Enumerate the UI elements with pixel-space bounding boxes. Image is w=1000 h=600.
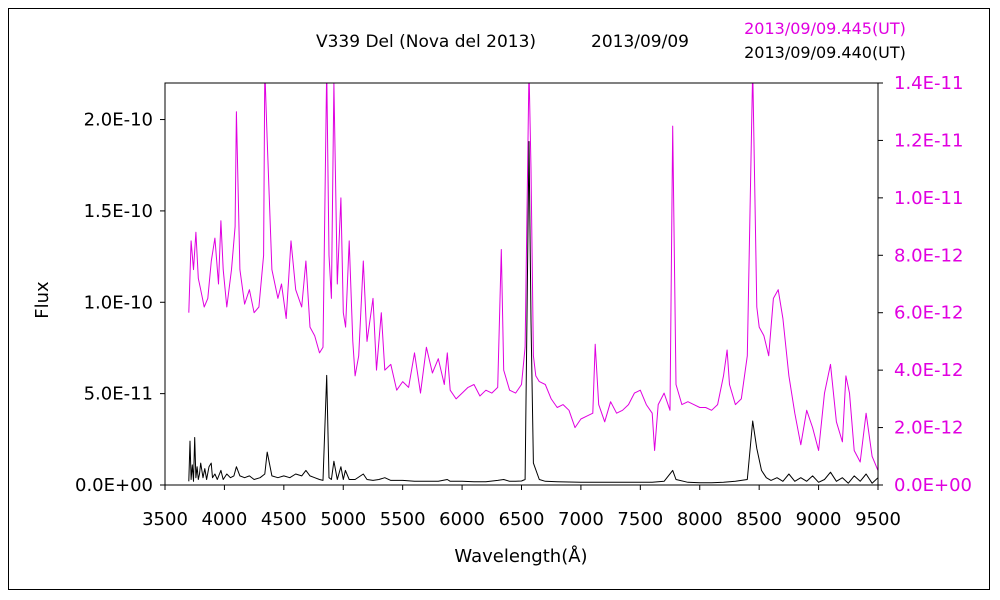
x-tick-label: 4500	[261, 509, 307, 530]
y-axis-label: Flux	[32, 281, 53, 319]
y-right-tick-label: 8.0E-12	[894, 245, 963, 266]
x-axis-label: Wavelength(Å)	[454, 545, 587, 567]
y-left-tick-label: 0.0E+00	[75, 475, 153, 496]
x-tick-label: 5500	[380, 509, 426, 530]
x-tick-label: 3500	[142, 509, 188, 530]
x-tick-label: 8000	[677, 509, 723, 530]
y-right-tick-label: 1.0E-11	[894, 188, 963, 209]
y-right-tick-label: 0.0E+00	[894, 475, 972, 496]
x-tick-label: 6000	[439, 509, 485, 530]
y-left-tick-label: 1.0E-10	[84, 292, 153, 313]
series-line-magenta	[188, 83, 878, 471]
y-right-tick-label: 6.0E-12	[894, 303, 963, 324]
x-tick-label: 9000	[796, 509, 842, 530]
legend-entry-magenta: 2013/09/09.445(UT)	[744, 19, 906, 38]
x-tick-label: 7500	[617, 509, 663, 530]
y-right-tick-label: 4.0E-12	[894, 360, 963, 381]
chart-date: 2013/09/09	[591, 32, 689, 52]
x-tick-label: 8500	[736, 509, 782, 530]
y-left-tick-label: 2.0E-10	[84, 110, 153, 131]
x-tick-label: 5000	[320, 509, 366, 530]
chart-title: V339 Del (Nova del 2013)	[316, 32, 536, 52]
y-right-tick-label: 1.4E-11	[894, 73, 963, 94]
x-tick-label: 4000	[202, 509, 248, 530]
series-line-black	[188, 141, 878, 484]
plot-area	[164, 82, 879, 486]
chart-frame	[8, 8, 990, 590]
x-tick-label: 7000	[558, 509, 604, 530]
x-tick-label: 6500	[499, 509, 545, 530]
y-left-tick-label: 5.0E-11	[84, 384, 153, 405]
y-right-tick-label: 1.2E-11	[894, 130, 963, 151]
y-right-tick-label: 2.0E-12	[894, 418, 963, 439]
x-tick-label: 9500	[855, 509, 901, 530]
y-left-tick-label: 1.5E-10	[84, 201, 153, 222]
legend-entry-black: 2013/09/09.440(UT)	[744, 43, 906, 62]
